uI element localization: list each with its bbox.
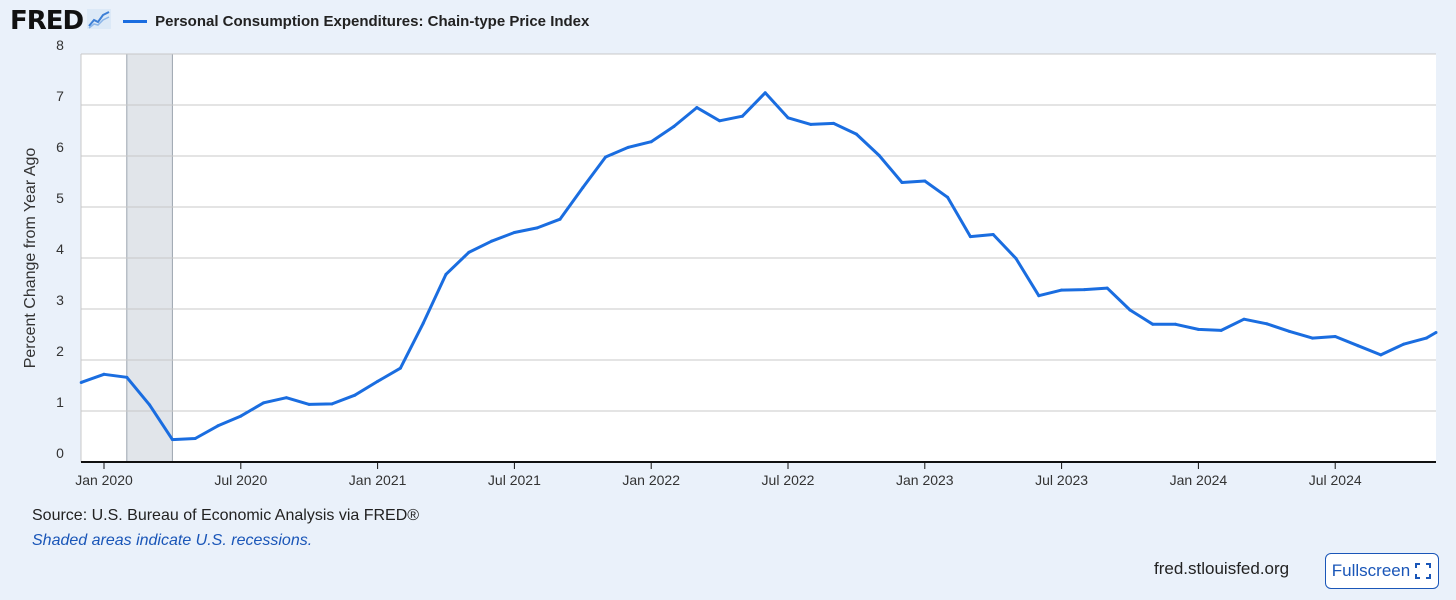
data-point[interactable] [626, 145, 630, 149]
data-point[interactable] [581, 186, 585, 190]
data-point[interactable] [854, 132, 858, 136]
data-point[interactable] [1196, 327, 1200, 331]
fred-logo[interactable]: FRED [10, 6, 84, 36]
data-point[interactable] [809, 122, 813, 126]
data-point[interactable] [877, 153, 881, 157]
data-point[interactable] [1060, 288, 1064, 292]
y-axis-ticks: 0 1 2 3 4 5 6 7 8 [56, 37, 64, 461]
chart-header: FRED Personal Consumption Expenditures: … [10, 6, 589, 36]
data-point[interactable] [535, 226, 539, 230]
x-tick-label: Jan 2022 [622, 472, 680, 488]
data-point[interactable] [1219, 328, 1223, 332]
data-point[interactable] [79, 380, 83, 384]
x-tick-label: Jan 2020 [75, 472, 133, 488]
data-point[interactable] [1288, 329, 1292, 333]
fullscreen-icon [1415, 563, 1432, 579]
data-point[interactable] [512, 231, 516, 234]
data-point[interactable] [786, 116, 790, 120]
data-point[interactable] [1014, 257, 1018, 261]
data-point[interactable] [239, 414, 243, 418]
data-point[interactable] [1379, 353, 1383, 357]
data-point[interactable] [695, 106, 699, 110]
data-point[interactable] [1082, 288, 1086, 292]
x-tick-label: Jan 2024 [1170, 472, 1228, 488]
data-points [79, 91, 1438, 442]
data-point[interactable] [262, 401, 266, 405]
data-point[interactable] [763, 91, 767, 95]
recession-note: Shaded areas indicate U.S. recessions. [32, 532, 313, 549]
data-point[interactable] [672, 124, 676, 128]
x-tick-label: Jan 2021 [349, 472, 407, 488]
data-point[interactable] [946, 195, 950, 199]
data-point[interactable] [1265, 322, 1269, 326]
data-point[interactable] [307, 402, 311, 406]
y-tick-label: 1 [56, 394, 64, 410]
site-link[interactable]: fred.stlouisfed.org [1154, 559, 1290, 578]
data-point[interactable] [467, 250, 471, 254]
data-point[interactable] [216, 424, 220, 428]
y-tick-label: 8 [56, 37, 64, 53]
x-tick-label: Jul 2024 [1309, 472, 1362, 488]
data-point[interactable] [353, 393, 357, 397]
data-point[interactable] [490, 239, 494, 243]
y-tick-label: 7 [56, 88, 64, 104]
y-tick-label: 6 [56, 139, 64, 155]
legend-label: Personal Consumption Expenditures: Chain… [155, 12, 590, 30]
data-point[interactable] [1402, 342, 1406, 346]
data-point[interactable] [1333, 335, 1337, 339]
y-tick-label: 3 [56, 292, 64, 308]
data-point[interactable] [900, 181, 904, 185]
data-point[interactable] [832, 121, 836, 125]
y-tick-label: 5 [56, 190, 64, 206]
data-point[interactable] [170, 438, 174, 442]
data-point[interactable] [1424, 336, 1428, 340]
data-point[interactable] [193, 437, 197, 441]
x-tick-label: Jan 2023 [896, 472, 954, 488]
data-point[interactable] [740, 114, 744, 118]
data-point[interactable] [1434, 330, 1438, 334]
y-tick-label: 0 [56, 445, 64, 461]
line-chart-icon [87, 8, 112, 34]
fullscreen-button[interactable]: Fullscreen [1325, 553, 1439, 589]
data-point[interactable] [968, 235, 972, 239]
data-point[interactable] [125, 375, 129, 379]
data-point[interactable] [1174, 322, 1178, 326]
data-point[interactable] [284, 396, 288, 400]
data-point[interactable] [330, 402, 334, 406]
x-tick-label: Jul 2022 [762, 472, 815, 488]
data-point[interactable] [1105, 286, 1109, 290]
line-chart: 0 1 2 3 4 5 6 7 8 Jan 2020 Jul 2020 Jan 2021 Jul 20… [22, 37, 1438, 488]
data-point[interactable] [398, 366, 402, 370]
x-tick-label: Jul 2021 [488, 472, 541, 488]
source-note: Source: U.S. Bureau of Economic Analysis… [32, 507, 420, 524]
data-point[interactable] [1037, 294, 1041, 298]
data-point[interactable] [421, 321, 425, 325]
data-point[interactable] [148, 403, 152, 407]
x-axis-ticks: Jan 2020 Jul 2020 Jan 2021 Jul 2021 Jan 2022… [75, 462, 1362, 488]
y-axis-label: Percent Change from Year Ago [22, 148, 39, 369]
data-point[interactable] [558, 217, 562, 221]
x-tick-label: Jul 2023 [1035, 472, 1088, 488]
x-tick-label: Jul 2020 [214, 472, 267, 488]
data-point[interactable] [444, 272, 448, 276]
data-point[interactable] [1151, 322, 1155, 326]
data-point[interactable] [923, 179, 927, 183]
data-point[interactable] [1356, 344, 1360, 348]
gridlines [80, 53, 1436, 462]
data-point[interactable] [991, 233, 995, 237]
legend-swatch [123, 19, 148, 23]
data-point[interactable] [1128, 308, 1132, 312]
data-point[interactable] [376, 379, 380, 383]
legend: Personal Consumption Expenditures: Chain… [123, 13, 589, 30]
y-tick-label: 2 [56, 343, 64, 359]
data-point[interactable] [718, 119, 722, 123]
data-point[interactable] [102, 372, 106, 376]
y-tick-label: 4 [56, 241, 64, 257]
data-point[interactable] [1310, 336, 1314, 340]
data-point[interactable] [604, 155, 608, 159]
data-point[interactable] [649, 140, 653, 144]
data-point[interactable] [1242, 317, 1246, 321]
fullscreen-label: Fullscreen [1331, 561, 1411, 580]
